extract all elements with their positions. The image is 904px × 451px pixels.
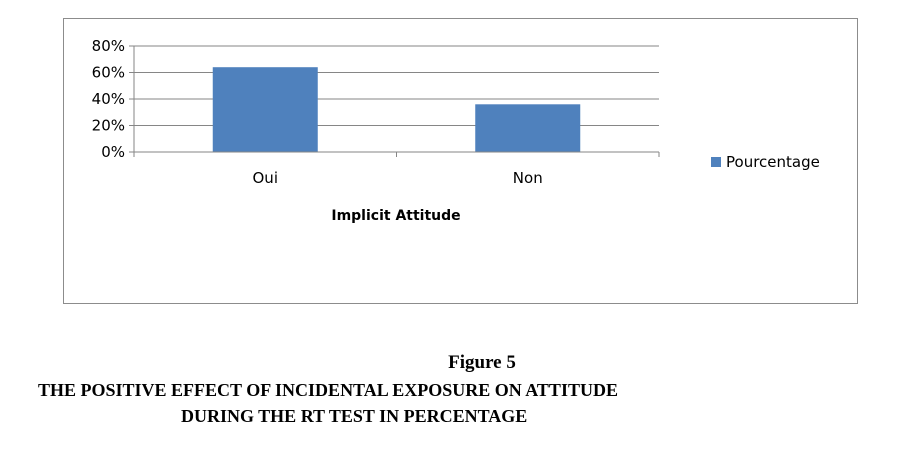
y-tick-label: 60% [92, 64, 125, 82]
x-category-label: Non [513, 169, 543, 187]
legend-label-pourcentage: Pourcentage [726, 153, 820, 171]
bars [212, 67, 581, 152]
bar-non [475, 104, 581, 152]
y-tick-label: 20% [92, 117, 125, 135]
y-tick-label: 0% [101, 143, 125, 161]
chart-frame: 0% 20% 40% 60% 80% Oui Non Implicit Attitude P… [63, 18, 858, 304]
bar-oui [212, 67, 318, 152]
figure-caption-line-2: DURING THE RT TEST IN PERCENTAGE [181, 406, 528, 426]
y-tick-label: 80% [92, 37, 125, 55]
x-axis-title: Implicit Attitude [331, 208, 460, 224]
axes [129, 45, 660, 157]
legend-swatch-pourcentage [711, 157, 721, 167]
x-category-label: Oui [253, 169, 278, 187]
labels: 0% 20% 40% 60% 80% Oui Non [92, 37, 543, 187]
figure-caption-line-1: THE POSITIVE EFFECT OF INCIDENTAL EXPOSU… [38, 380, 618, 400]
bar-chart: 0% 20% 40% 60% 80% Oui Non Implicit Attitude P… [92, 37, 820, 224]
y-tick-label: 40% [92, 90, 125, 108]
figure-number: Figure 5 [448, 352, 516, 373]
legend: Pourcentage [711, 153, 820, 171]
